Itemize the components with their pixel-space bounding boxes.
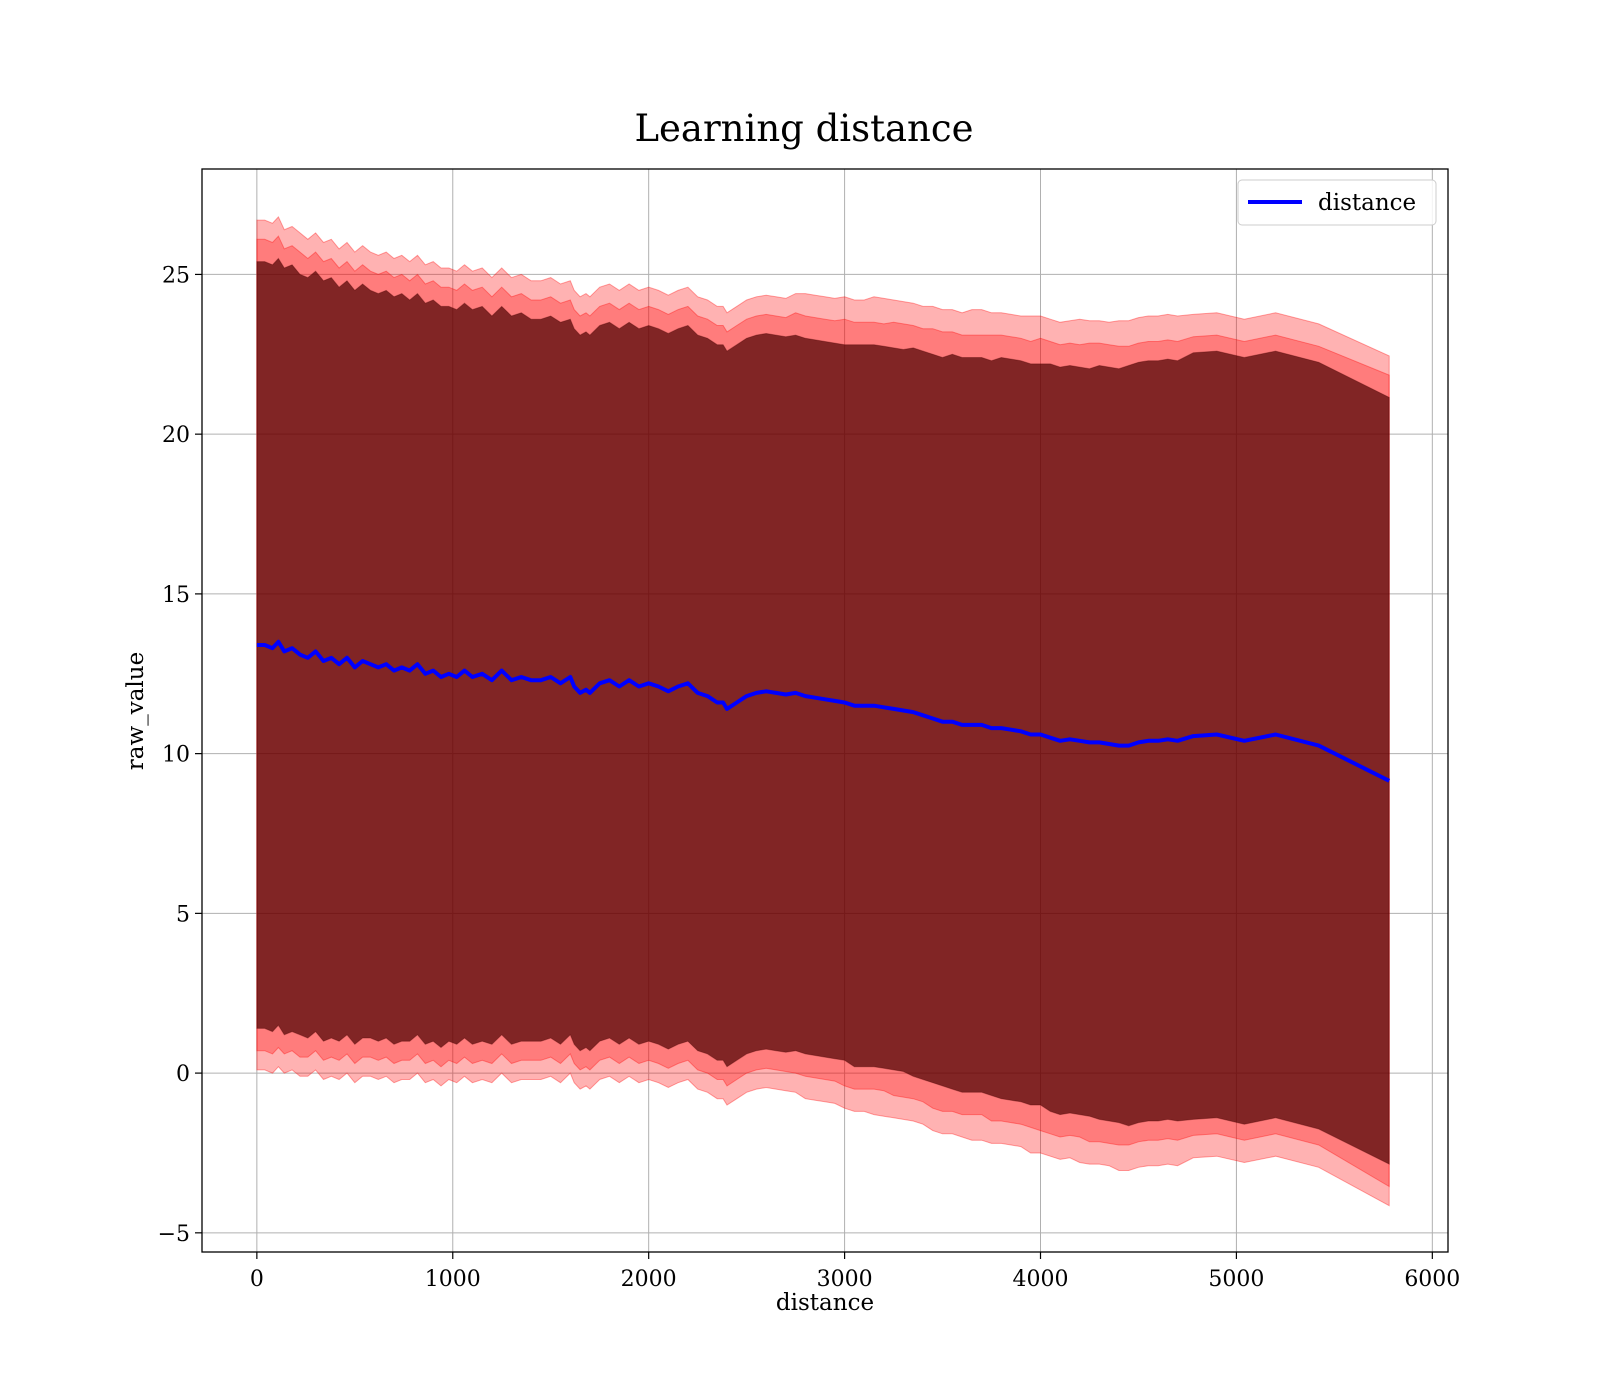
series-lines [256,639,1391,783]
band-inner [256,257,1390,1165]
confidence-bands [256,216,1390,1207]
x-tick-label: 3000 [817,1267,873,1292]
legend-entry-distance: distance [1318,190,1416,216]
series-line-distance [256,639,1391,783]
y-axis-label: raw_value [123,652,149,770]
x-tick-label: 0 [250,1267,264,1292]
y-tick-label: 20 [162,423,190,448]
x-tick-label: 1000 [425,1267,481,1292]
y-tick-label: 5 [176,902,190,927]
plot-frame [201,168,1449,1253]
y-tick-label: 10 [162,743,190,768]
y-tick-label: −5 [158,1222,190,1247]
x-tick-label: 6000 [1404,1267,1460,1292]
y-tick-label: 15 [162,583,190,608]
y-axis-ticks: −5 0 5 10 15 20 25 [158,263,202,1247]
x-tick-label: 4000 [1013,1267,1069,1292]
y-tick-label: 25 [162,263,190,288]
x-tick-label: 2000 [621,1267,677,1292]
y-tick-label: 0 [176,1062,190,1087]
x-axis-label: distance [776,1290,874,1316]
x-axis-ticks: 0 1000 2000 3000 4000 5000 6000 [250,1252,1460,1292]
legend-box [1237,179,1437,226]
chart-title: Learning distance [634,107,973,150]
x-tick-label: 5000 [1208,1267,1264,1292]
legend: distance [1237,179,1437,226]
